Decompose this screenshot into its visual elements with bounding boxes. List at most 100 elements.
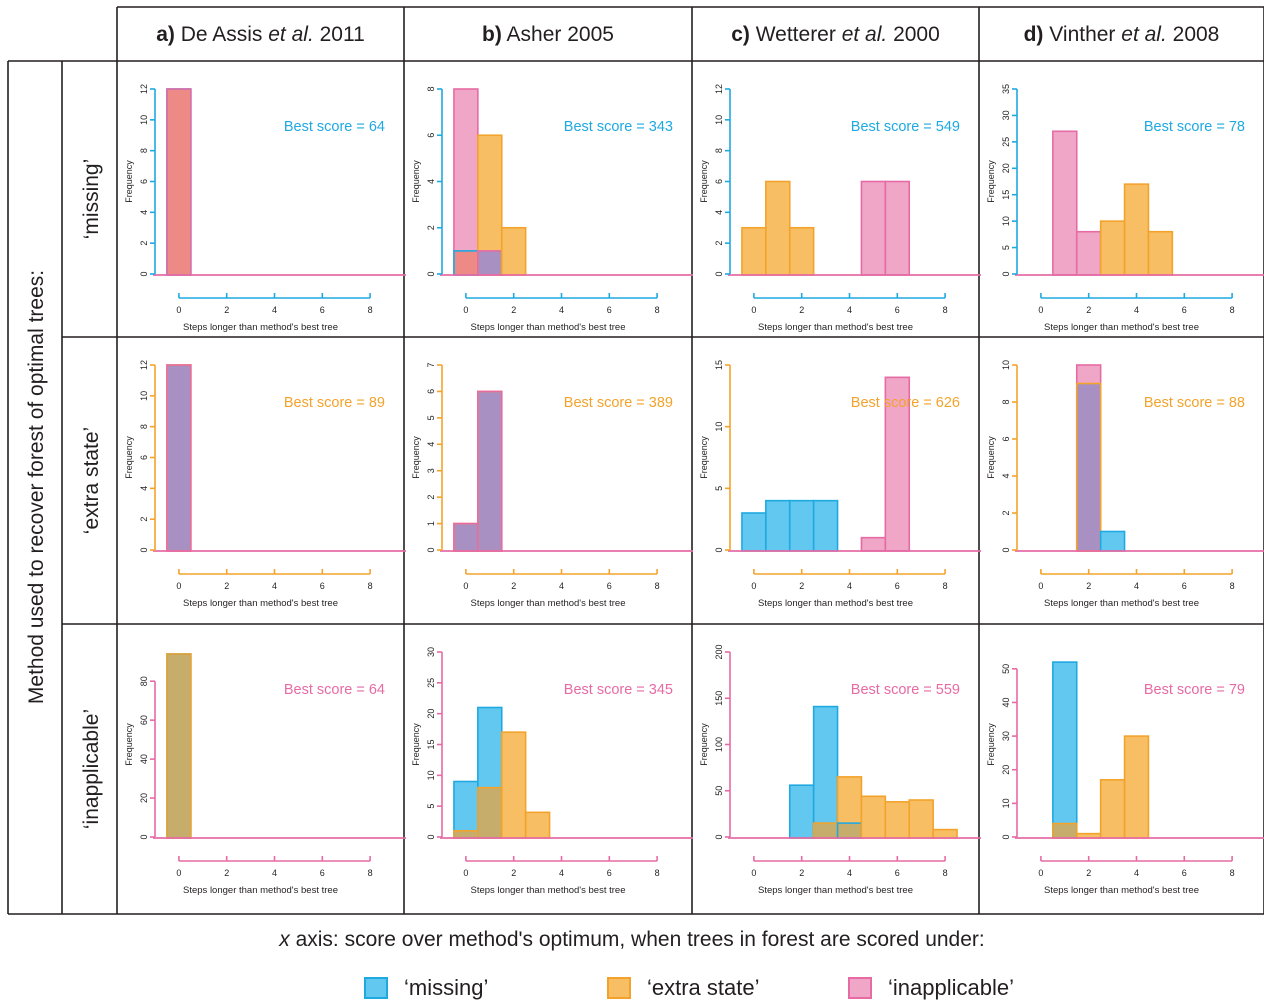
legend-item-extra: ‘extra state’	[607, 974, 760, 1001]
y-tick-label: 80	[139, 676, 149, 686]
x-tick-label: 6	[895, 581, 900, 591]
y-tick-label: 60	[139, 715, 149, 725]
x-tick-label: 0	[751, 305, 756, 315]
histogram-bar	[453, 781, 478, 831]
y-tick-label: 5	[714, 486, 724, 491]
y-tick-label: 0	[1001, 834, 1011, 839]
y-axis-title: Frequency	[699, 723, 709, 766]
caption-text: axis: score over method's optimum, when …	[289, 928, 985, 951]
x-tick-label: 4	[1134, 868, 1139, 878]
histogram-bar	[933, 829, 958, 838]
y-tick-label: 8	[139, 424, 149, 429]
x-tick-label: 4	[559, 305, 564, 315]
legend-item-missing: ‘missing’	[364, 974, 488, 1001]
histogram-bar-overlap	[453, 830, 478, 838]
panel-r0-c1: 0 2 4 6 8 Frequency 0 2 4 6 8 Steps longer than met…	[411, 86, 693, 333]
histogram-bar	[1100, 531, 1125, 551]
y-tick-label: 4	[139, 210, 149, 215]
y-tick-label: 50	[714, 786, 724, 796]
histogram-bar	[1100, 779, 1125, 838]
y-tick-label: 40	[139, 754, 149, 764]
x-tick-label: 4	[272, 868, 277, 878]
y-tick-label: 200	[714, 644, 724, 659]
y-tick-label: 0	[1001, 271, 1011, 276]
x-tick-label: 4	[847, 305, 852, 315]
x-tick-label: 4	[1134, 305, 1139, 315]
y-tick-label: 7	[426, 362, 436, 367]
histogram-bar	[1052, 662, 1077, 824]
legend-swatch	[848, 976, 872, 999]
histogram-bar	[789, 500, 814, 551]
x-tick-label: 8	[1230, 868, 1235, 878]
y-tick-label: 12	[139, 84, 149, 94]
y-tick-label: 6	[139, 455, 149, 460]
column-etal: et al.	[836, 23, 887, 46]
column-header-3: d) Vinther et al. 2008	[1024, 23, 1220, 46]
y-tick-label: 2	[139, 241, 149, 246]
best-score-label: Best score = 89	[284, 395, 385, 411]
panel-r2-c3: 0 10 20 30 40 50 Frequency 0 2 4 6 8 Steps longer th…	[986, 661, 1264, 896]
histogram-bar	[477, 135, 502, 251]
y-tick-label: 2	[1001, 510, 1011, 515]
y-tick-label: 30	[426, 647, 436, 657]
x-tick-label: 2	[799, 581, 804, 591]
x-tick-label: 4	[847, 581, 852, 591]
best-score-label: Best score = 78	[1144, 119, 1245, 135]
x-tick-label: 8	[1230, 305, 1235, 315]
legend-swatch	[364, 976, 388, 999]
x-tick-label: 8	[943, 581, 948, 591]
y-tick-label: 10	[1001, 798, 1011, 808]
x-tick-label: 8	[655, 581, 660, 591]
best-score-label: Best score = 64	[284, 119, 385, 135]
histogram-bar	[861, 796, 886, 838]
x-axis-title: Steps longer than method's best tree	[183, 322, 338, 333]
x-tick-label: 0	[1038, 581, 1043, 591]
histogram-bar	[885, 181, 910, 275]
y-axis-title: Frequency	[124, 723, 134, 766]
x-axis-title: Steps longer than method's best tree	[183, 598, 338, 609]
y-axis-title: Frequency	[699, 160, 709, 203]
y-tick-label: 0	[714, 271, 724, 276]
histogram-bar	[837, 776, 862, 824]
best-score-label: Best score = 626	[851, 395, 960, 411]
histogram-bar-overlap	[477, 250, 502, 275]
best-score-label: Best score = 64	[284, 682, 385, 698]
y-tick-label: 15	[714, 360, 724, 370]
histogram-bar	[741, 513, 766, 551]
y-tick-label: 50	[1001, 664, 1011, 674]
histogram-bar-overlap	[1052, 823, 1077, 838]
x-tick-label: 6	[320, 868, 325, 878]
x-tick-label: 4	[1134, 581, 1139, 591]
panel-r1-c2: 0 5 10 15 Frequency 0 2 4 6 8 Steps longer than me…	[699, 360, 981, 609]
column-letter: a)	[156, 23, 175, 46]
x-tick-label: 0	[463, 305, 468, 315]
y-tick-label: 4	[426, 442, 436, 447]
column-header-0: a) De Assis et al. 2011	[156, 23, 365, 46]
x-axis-title: Steps longer than method's best tree	[471, 598, 626, 609]
row-label-2: ‘inapplicable’	[80, 709, 103, 829]
y-axis-title: Frequency	[699, 436, 709, 479]
histogram-bar-overlap	[166, 653, 191, 838]
x-axis-title: Steps longer than method's best tree	[1044, 322, 1199, 333]
x-axis-title: Steps longer than method's best tree	[758, 598, 913, 609]
y-tick-label: 0	[714, 547, 724, 552]
panel-r0-c3: 0 5 10 15 20 25 30 35 Frequency 0 2 4 6 8 Steps longer…	[986, 84, 1264, 333]
y-tick-label: 8	[139, 148, 149, 153]
histogram-bar	[1148, 231, 1173, 275]
x-axis-title: Steps longer than method's best tree	[1044, 885, 1199, 896]
panel-r1-c3: 0 2 4 6 8 10 Frequency 0 2 4 6 8 Steps longer than m…	[986, 360, 1264, 609]
column-headers: a) De Assis et al. 2011 b) Asher 2005 c) W…	[156, 23, 1219, 46]
x-tick-label: 8	[943, 305, 948, 315]
y-tick-label: 12	[714, 84, 724, 94]
y-tick-label: 0	[139, 547, 149, 552]
x-tick-label: 2	[224, 305, 229, 315]
histogram-bar	[741, 227, 766, 275]
y-axis-title: Frequency	[986, 436, 996, 479]
x-tick-label: 4	[272, 305, 277, 315]
histogram-bar	[1076, 231, 1101, 275]
y-tick-label: 5	[426, 804, 436, 809]
y-tick-label: 0	[1001, 547, 1011, 552]
caption-x-word: x	[279, 928, 290, 951]
y-axis-title: Frequency	[411, 723, 421, 766]
x-axis-title: Steps longer than method's best tree	[471, 885, 626, 896]
